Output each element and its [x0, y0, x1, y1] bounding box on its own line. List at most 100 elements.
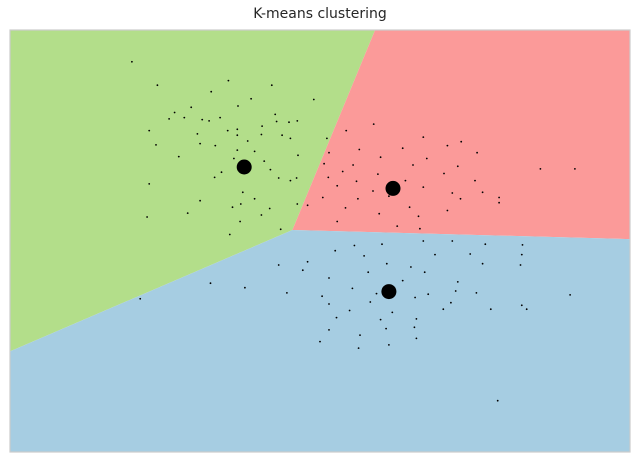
data-point: [227, 79, 230, 82]
data-point: [391, 311, 394, 314]
data-point: [422, 186, 425, 189]
data-point: [379, 318, 382, 321]
data-point: [372, 123, 375, 125]
data-point: [244, 286, 246, 289]
data-point: [569, 294, 571, 296]
data-point: [233, 157, 235, 160]
data-point: [414, 296, 416, 299]
data-point: [253, 150, 256, 153]
data-point: [539, 168, 542, 170]
decision-regions: [10, 30, 630, 452]
data-point: [520, 304, 523, 307]
data-point: [415, 318, 418, 320]
data-point: [327, 176, 330, 179]
data-point: [220, 171, 223, 174]
data-point: [351, 287, 354, 290]
data-point: [388, 195, 390, 198]
plot-frame: [9, 29, 631, 453]
data-point: [357, 347, 360, 349]
data-point: [357, 197, 359, 200]
data-point: [208, 120, 211, 122]
data-point: [377, 173, 379, 176]
data-point: [209, 282, 212, 285]
data-point: [475, 292, 478, 294]
data-point: [196, 133, 199, 135]
data-point: [367, 271, 370, 274]
data-point: [336, 184, 339, 187]
data-point: [131, 60, 133, 63]
data-point: [412, 164, 414, 166]
data-point: [312, 98, 315, 101]
data-point: [301, 269, 304, 272]
data-point: [213, 176, 216, 179]
data-point: [446, 209, 449, 212]
data-point: [183, 116, 186, 119]
data-point: [396, 225, 399, 228]
data-point: [296, 203, 299, 205]
data-point: [498, 196, 500, 199]
data-point: [401, 279, 404, 282]
data-point: [410, 266, 412, 268]
data-point: [450, 301, 452, 304]
data-point: [261, 125, 263, 127]
data-point: [306, 260, 309, 263]
data-point: [345, 129, 348, 132]
data-point: [286, 292, 288, 294]
region-cluster-1: [10, 30, 376, 352]
data-point: [168, 118, 171, 120]
data-point: [404, 179, 407, 182]
data-point: [408, 206, 411, 209]
data-point: [385, 262, 388, 265]
data-point: [214, 144, 217, 147]
data-point: [269, 168, 272, 171]
data-point: [574, 168, 576, 170]
data-point: [237, 105, 239, 107]
data-point: [328, 303, 330, 305]
data-point: [422, 136, 425, 139]
data-point: [231, 206, 234, 209]
data-point: [201, 118, 204, 121]
data-point: [369, 301, 372, 303]
data-point: [321, 295, 323, 298]
data-point: [521, 244, 524, 246]
data-point: [401, 147, 404, 150]
centroid-marker: [381, 284, 397, 300]
data-point: [190, 106, 193, 109]
data-point: [353, 244, 356, 247]
data-point: [520, 253, 523, 256]
data-point: [341, 170, 344, 173]
data-point: [306, 204, 309, 207]
data-point: [328, 151, 330, 154]
data-point: [381, 243, 383, 246]
data-point: [270, 84, 273, 87]
data-point: [484, 243, 487, 246]
data-point: [236, 149, 239, 152]
data-point: [489, 308, 492, 311]
data-point: [413, 326, 416, 329]
data-point: [263, 160, 266, 163]
data-point: [139, 297, 142, 300]
data-point: [498, 201, 500, 204]
data-point: [226, 129, 229, 132]
data-point: [277, 177, 280, 179]
data-point: [443, 172, 445, 175]
data-point: [372, 190, 374, 192]
data-point: [378, 212, 381, 215]
data-point: [155, 144, 157, 146]
data-point: [363, 255, 365, 257]
centroid-marker: [236, 159, 252, 175]
data-point: [288, 121, 290, 124]
data-point: [328, 329, 330, 331]
data-point: [326, 137, 328, 140]
data-point: [425, 157, 428, 160]
cluster-centroids: [236, 159, 401, 300]
data-point: [359, 334, 361, 336]
data-point: [253, 197, 256, 200]
data-points: [131, 60, 576, 402]
data-point: [148, 183, 151, 185]
data-point: [454, 290, 457, 292]
data-point: [352, 164, 354, 166]
data-point: [451, 240, 454, 242]
data-point: [177, 155, 180, 158]
